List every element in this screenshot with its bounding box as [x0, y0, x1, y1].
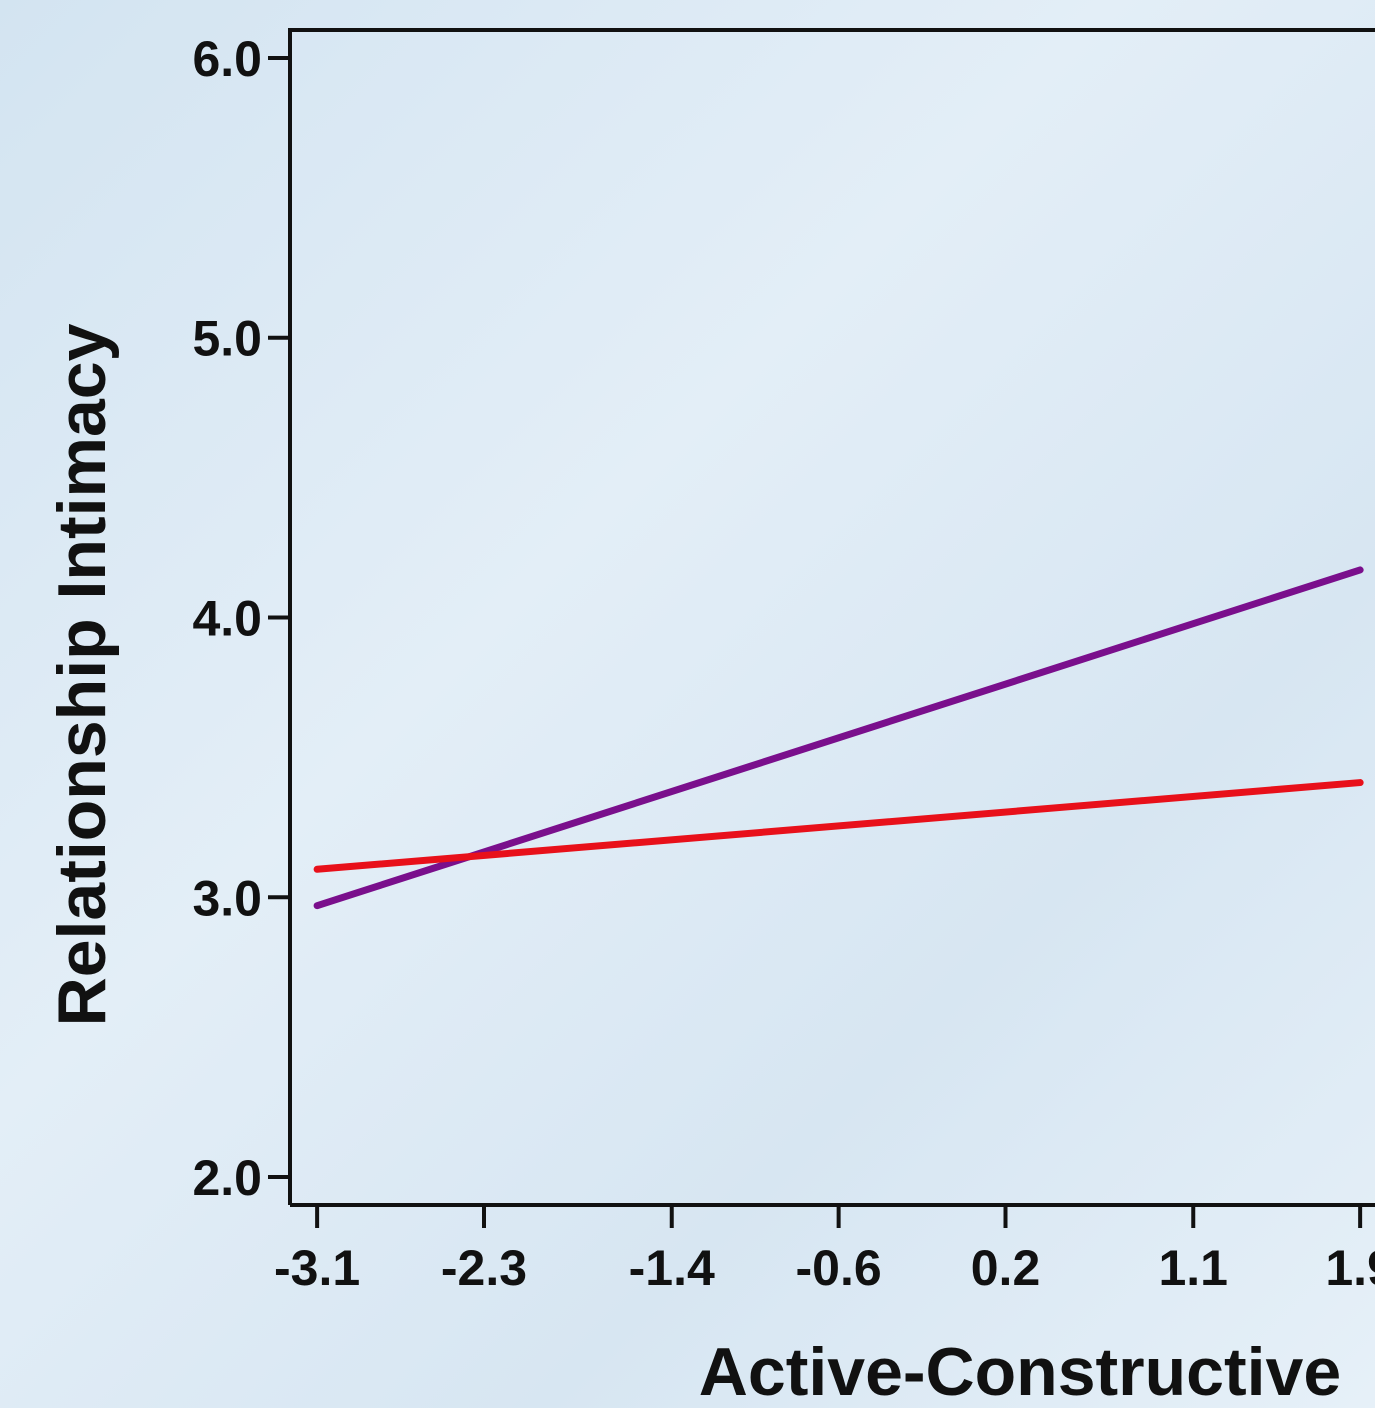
x-tick-label: 0.2 [971, 1240, 1041, 1296]
y-tick-label: 5.0 [192, 311, 262, 367]
x-tick-label: 1.9 [1325, 1240, 1375, 1296]
x-tick-label: -1.4 [629, 1240, 715, 1296]
chart: Active-Constructive Relationship Intimac… [0, 0, 1375, 1408]
x-tick-label: -3.1 [274, 1240, 360, 1296]
line [317, 783, 1360, 870]
y-tick-label: 2.0 [192, 1150, 262, 1206]
x-tick-label: -2.3 [441, 1240, 527, 1296]
x-tick-label: 1.1 [1158, 1240, 1228, 1296]
y-tick-label: 4.0 [192, 591, 262, 647]
x-tick-label: -0.6 [796, 1240, 882, 1296]
y-tick-label: 3.0 [192, 870, 262, 926]
y-axis-title: Relationship Intimacy [44, 323, 120, 1026]
y-tick-label: 6.0 [192, 31, 262, 87]
x-axis-title: Active-Constructive [699, 1334, 1341, 1408]
